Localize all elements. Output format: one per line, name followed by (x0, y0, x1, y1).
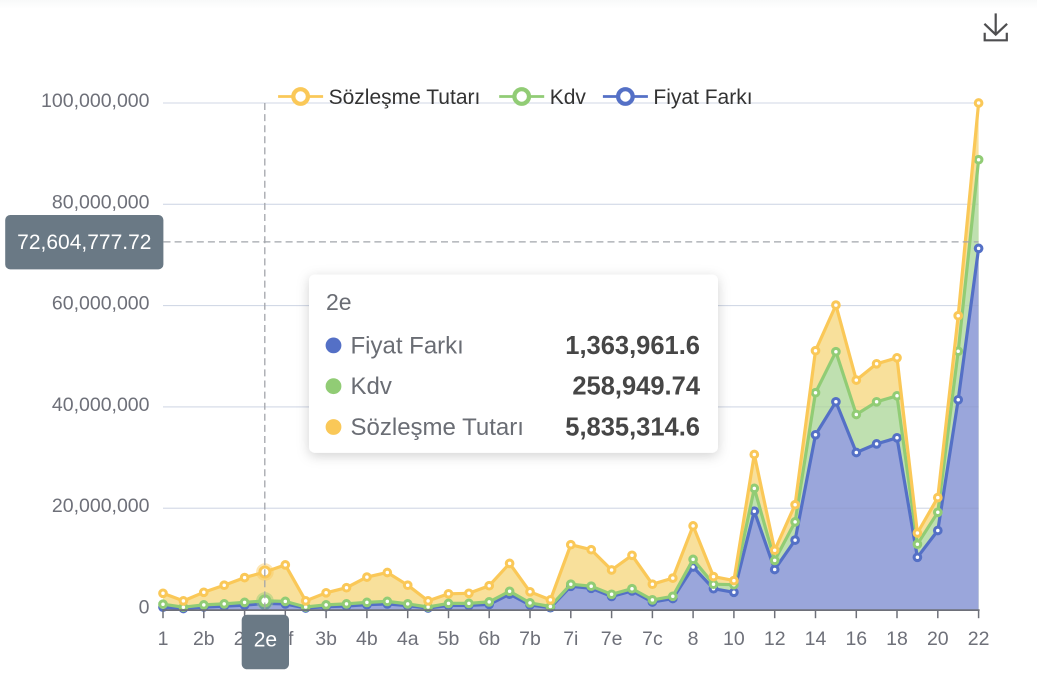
svg-text:1,363,961.6: 1,363,961.6 (565, 332, 700, 360)
svg-text:Kdv: Kdv (550, 86, 587, 109)
svg-text:1: 1 (158, 628, 169, 650)
svg-text:4b: 4b (356, 628, 378, 650)
svg-text:40,000,000: 40,000,000 (52, 394, 150, 416)
svg-text:18: 18 (886, 628, 908, 650)
svg-text:80,000,000: 80,000,000 (52, 191, 150, 213)
svg-text:5,835,314.6: 5,835,314.6 (565, 414, 700, 442)
svg-text:3b: 3b (315, 628, 337, 650)
svg-text:8: 8 (688, 628, 699, 650)
svg-text:Kdv: Kdv (351, 373, 392, 400)
svg-text:12: 12 (764, 628, 786, 650)
svg-text:7i: 7i (563, 628, 578, 650)
svg-text:Sözleşme Tutarı: Sözleşme Tutarı (351, 414, 524, 441)
svg-text:5b: 5b (438, 628, 460, 650)
svg-text:Fiyat Farkı: Fiyat Farkı (653, 86, 752, 109)
svg-text:7b: 7b (519, 628, 541, 650)
svg-text:100,000,000: 100,000,000 (41, 90, 150, 112)
svg-text:60,000,000: 60,000,000 (52, 293, 150, 315)
svg-text:2b: 2b (193, 628, 215, 650)
svg-text:Sözleşme Tutarı: Sözleşme Tutarı (329, 86, 481, 109)
svg-text:2e: 2e (326, 289, 352, 315)
svg-text:7c: 7c (642, 628, 663, 650)
svg-text:22: 22 (968, 628, 990, 650)
svg-text:10: 10 (723, 628, 745, 650)
svg-text:2e: 2e (254, 629, 277, 652)
svg-text:72,604,777.72: 72,604,777.72 (17, 231, 151, 254)
svg-text:Fiyat Farkı: Fiyat Farkı (351, 332, 464, 359)
svg-text:4a: 4a (397, 628, 419, 650)
svg-text:258,949.74: 258,949.74 (572, 373, 700, 401)
svg-text:0: 0 (139, 597, 150, 619)
svg-text:7e: 7e (601, 628, 623, 650)
svg-text:16: 16 (845, 628, 867, 650)
svg-text:6b: 6b (478, 628, 500, 650)
svg-text:20: 20 (927, 628, 949, 650)
svg-text:14: 14 (805, 628, 827, 650)
svg-text:20,000,000: 20,000,000 (52, 495, 150, 517)
